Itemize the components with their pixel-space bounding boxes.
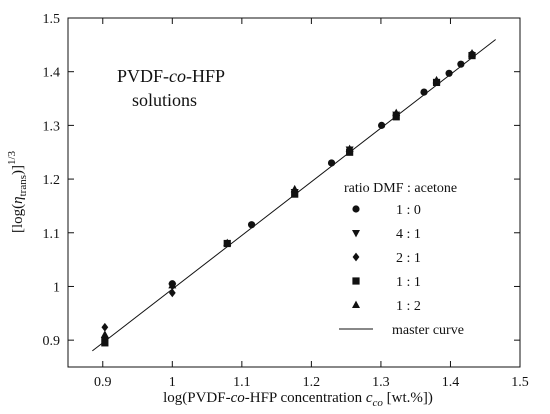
- legend-marker-diamond: [352, 252, 360, 262]
- data-point-square: [291, 190, 299, 198]
- x-tick-label: 1.5: [511, 375, 529, 390]
- data-point-triangle-up: [223, 238, 232, 246]
- data-point-circle: [420, 88, 428, 96]
- annotation-line-2: solutions: [132, 90, 197, 110]
- y-tick-label: 1.5: [43, 12, 61, 27]
- x-axis-label: log(PVDF-co-HFP concentration cco [wt.%]…: [163, 390, 433, 409]
- data-point-triangle-up: [168, 280, 177, 289]
- legend-label: 1 : 0: [396, 203, 421, 218]
- legend-label: master curve: [392, 323, 464, 338]
- y-tick-label: 1.2: [43, 173, 61, 188]
- annotation-line-1: PVDF-co-HFP: [117, 66, 225, 86]
- x-tick-labels: 0.9 1 1.1 1.2 1.3 1.4 1.5: [94, 375, 529, 390]
- data-point-diamond: [101, 322, 109, 332]
- y-tick-labels: 0.9 1 1.1 1.2 1.3 1.4 1.5: [43, 12, 61, 349]
- data-point-triangle-up: [345, 144, 354, 153]
- x-tick-label: 1.2: [303, 375, 321, 390]
- legend-title: ratio DMF : acetone: [344, 181, 457, 196]
- legend: 1 : 0 4 : 1 2 : 1 1 : 1 1 : 2 master curve: [339, 203, 464, 338]
- legend-marker-circle: [352, 205, 360, 213]
- legend-marker-triangle-up: [352, 300, 360, 308]
- data-point-square: [101, 339, 109, 347]
- data-point-triangle-up: [290, 184, 299, 193]
- y-tick-label: 1.1: [43, 227, 61, 242]
- data-point-triangle-up: [468, 49, 477, 57]
- y-axis-label: [log(ηtrans)]1/3: [6, 150, 29, 233]
- x-tick-label: 1.3: [372, 375, 390, 390]
- data-point-square: [346, 148, 354, 156]
- data-point-circle: [445, 69, 453, 77]
- legend-marker-triangle-down: [352, 230, 360, 238]
- data-point-circle: [247, 221, 256, 229]
- data-point-circle: [457, 60, 465, 68]
- data-point-square: [392, 113, 400, 121]
- y-tick-label: 1.4: [43, 66, 61, 81]
- legend-label: 1 : 1: [396, 275, 421, 290]
- y-tick-label: 0.9: [43, 334, 61, 349]
- data-point-triangle-up: [432, 75, 441, 84]
- data-points: [100, 49, 477, 347]
- legend-label: 2 : 1: [396, 251, 421, 266]
- data-point-triangle-up: [100, 330, 109, 338]
- data-point-diamond: [168, 288, 176, 298]
- data-point-circle: [327, 159, 336, 167]
- legend-marker-square: [352, 277, 360, 285]
- plot-frame: [67, 17, 521, 368]
- x-tick-label: 1: [169, 375, 176, 390]
- data-point-circle: [378, 121, 386, 129]
- x-tick-label: 0.9: [94, 375, 112, 390]
- data-point-triangle-up: [392, 108, 401, 117]
- legend-label: 4 : 1: [396, 227, 421, 242]
- legend-label: 1 : 2: [396, 299, 421, 314]
- x-tick-label: 1.4: [442, 375, 460, 390]
- x-tick-label: 1.1: [233, 375, 251, 390]
- y-tick-label: 1: [53, 280, 60, 295]
- axis-ticks: [68, 17, 521, 367]
- y-tick-label: 1.3: [43, 119, 61, 134]
